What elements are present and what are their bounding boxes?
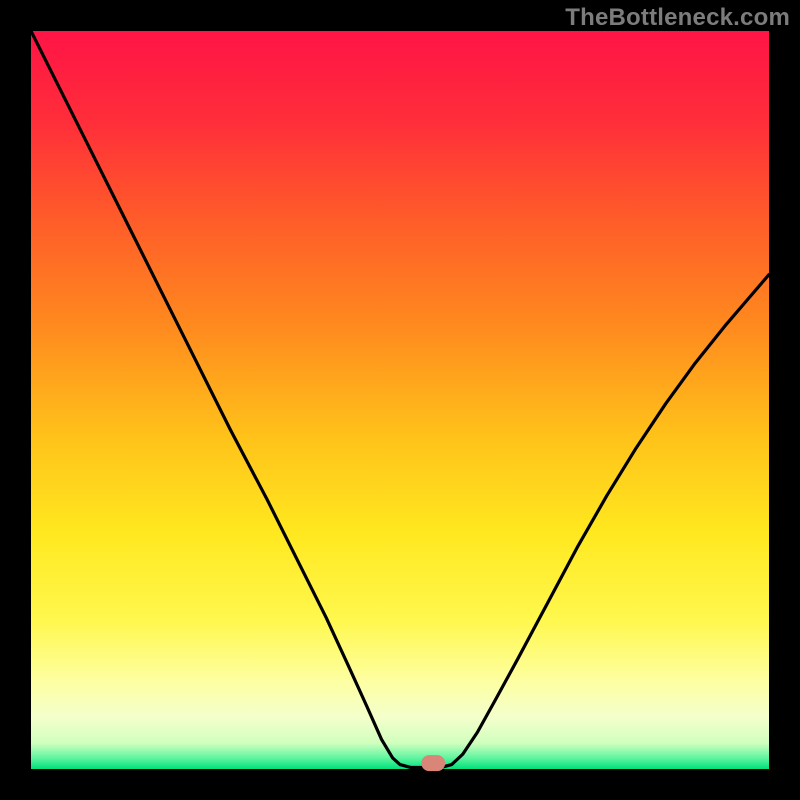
plot-background bbox=[31, 31, 769, 769]
optimal-point-marker bbox=[421, 755, 445, 771]
bottleneck-chart bbox=[0, 0, 800, 800]
watermark-text: TheBottleneck.com bbox=[565, 4, 790, 32]
chart-frame: TheBottleneck.com bbox=[0, 0, 800, 800]
